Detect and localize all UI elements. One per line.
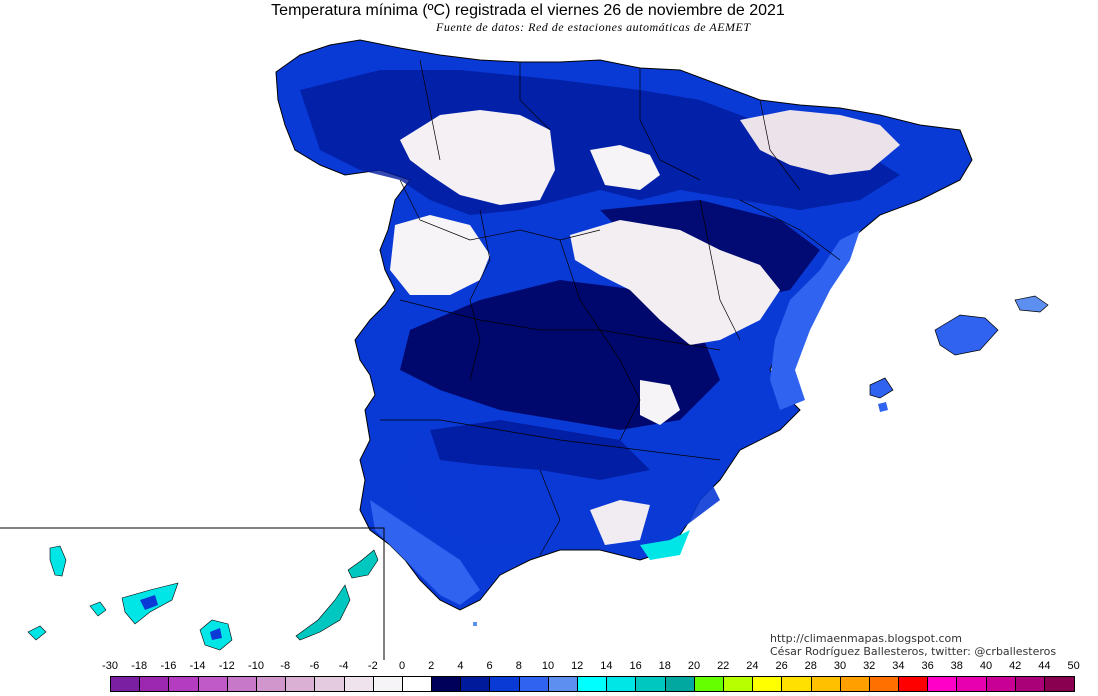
- legend-tick-label: 10: [541, 660, 555, 672]
- island-la-palma: [49, 545, 67, 577]
- island-fuerteventura: [295, 584, 351, 641]
- legend-tick-label: 34: [892, 660, 905, 672]
- legend-tick-label: -12: [218, 660, 235, 672]
- legend-tick-label: 50: [1067, 660, 1080, 672]
- temperature-map: [0, 39, 1049, 660]
- cold-zone-7: [590, 500, 650, 545]
- cold-zone-1: [400, 110, 555, 205]
- legend-swatch: [169, 677, 199, 691]
- tenerife-cold-center: [140, 595, 158, 610]
- legend-swatch: [665, 677, 695, 691]
- legend-swatch: [227, 677, 257, 691]
- legend-tick-label: -8: [280, 660, 291, 672]
- legend-swatch: [1015, 677, 1045, 691]
- legend-swatch: [694, 677, 724, 691]
- legend-swatch: [256, 677, 287, 691]
- legend-tick-label: -6: [309, 660, 320, 672]
- legend-tick-label: -14: [189, 660, 206, 672]
- legend-tick-label: 28: [804, 660, 817, 672]
- island-formentera: [878, 402, 888, 412]
- cold-zone-5: [590, 145, 660, 190]
- east-coast: [770, 230, 860, 410]
- legend-tick-label: 22: [717, 660, 730, 672]
- legend-swatch: [198, 677, 228, 691]
- legend-tick-label: -10: [248, 660, 264, 672]
- legend-swatch: [140, 677, 170, 691]
- legend-swatch: [782, 677, 812, 691]
- color-legend: [110, 676, 1076, 692]
- legend-tick-label: 32: [863, 660, 876, 672]
- legend-swatch: [840, 677, 870, 691]
- credit-author: César Rodríguez Ballesteros, twitter: @c…: [770, 645, 1057, 658]
- legend-tick-label: -18: [131, 660, 148, 672]
- legend-tick-label: -2: [367, 660, 378, 672]
- cyan-dot: [473, 622, 477, 626]
- legend-swatch: [111, 677, 141, 691]
- legend-swatch: [490, 677, 520, 691]
- legend-tick-label: 26: [775, 660, 788, 672]
- island-lanzarote: [347, 549, 379, 579]
- cold-zone-2: [390, 215, 490, 295]
- legend-tick-label: 44: [1038, 660, 1051, 672]
- legend-tick-label: 18: [658, 660, 671, 672]
- data-source: Fuente de datos: Red de estaciones autom…: [436, 20, 751, 34]
- legend-tick-label: 0: [398, 660, 406, 672]
- legend-swatch: [753, 677, 783, 691]
- legend-tick-label: -30: [102, 660, 118, 672]
- legend-swatch: [286, 677, 316, 691]
- legend-tick-label: -16: [160, 660, 177, 672]
- legend-tick-label: 40: [979, 660, 993, 672]
- legend-tick-label: 16: [629, 660, 642, 672]
- map-title: Temperatura mínima (ºC) registrada el vi…: [271, 2, 785, 19]
- legend-tick-label: 12: [571, 660, 584, 672]
- island-ibiza: [869, 377, 894, 399]
- cold-zone-4: [740, 110, 900, 175]
- legend-swatch: [811, 677, 841, 691]
- legend-tick-label: -4: [338, 660, 349, 672]
- legend-swatch: [1045, 677, 1075, 691]
- legend-tick-label: 24: [746, 660, 759, 672]
- legend-swatch: [315, 677, 345, 691]
- warm-coast-south: [640, 530, 690, 560]
- cold-zone-6: [640, 380, 680, 425]
- region-borders: [380, 59, 841, 556]
- legend-swatch: [432, 677, 462, 691]
- cold-zone-3: [570, 220, 780, 345]
- legend-swatch: [344, 677, 374, 691]
- legend-swatch: [548, 677, 578, 691]
- island-la-gomera: [89, 601, 107, 617]
- legend-swatch: [957, 677, 987, 691]
- legend-swatch: [519, 677, 549, 691]
- credit-url: http://climaenmapas.blogspot.com: [770, 632, 962, 645]
- legend-swatch: [461, 677, 491, 691]
- legend-tick-label: 6: [486, 660, 493, 672]
- southwest-coast: [370, 500, 480, 605]
- legend-swatch: [899, 677, 929, 691]
- island-mallorca: [934, 314, 999, 356]
- legend-swatch: [636, 677, 666, 691]
- guadalquivir-dark: [430, 420, 650, 480]
- legend-tick-label: 2: [428, 660, 435, 672]
- canary-inset-frame: [0, 527, 385, 660]
- legend-tick-label: 36: [921, 660, 934, 672]
- island-menorca: [1014, 295, 1049, 313]
- legend-tick-label: 42: [1009, 660, 1022, 672]
- legend-tick-label: 20: [687, 660, 701, 672]
- legend-swatch: [928, 677, 958, 691]
- island-el-hierro: [27, 625, 47, 641]
- legend-swatch: [578, 677, 608, 691]
- legend-swatch: [607, 677, 637, 691]
- legend-swatch: [373, 677, 403, 691]
- legend-tick-label: 38: [950, 660, 963, 672]
- legend-swatch: [869, 677, 900, 691]
- legend-tick-label: 8: [515, 660, 522, 672]
- legend-tick-label: 14: [600, 660, 613, 672]
- gran-canaria-cold-center: [210, 628, 222, 640]
- legend-swatch: [402, 677, 433, 691]
- legend-swatch: [723, 677, 754, 691]
- legend-tick-label: 4: [457, 660, 464, 672]
- legend-tick-label: 30: [833, 660, 847, 672]
- legend-swatch: [986, 677, 1016, 691]
- legend-ticks: -30 -18 -16 -14 -12 -10 -8 -6 -4 -2 0 2 4 6 8 10 12 14 16 1…: [0, 660, 1098, 674]
